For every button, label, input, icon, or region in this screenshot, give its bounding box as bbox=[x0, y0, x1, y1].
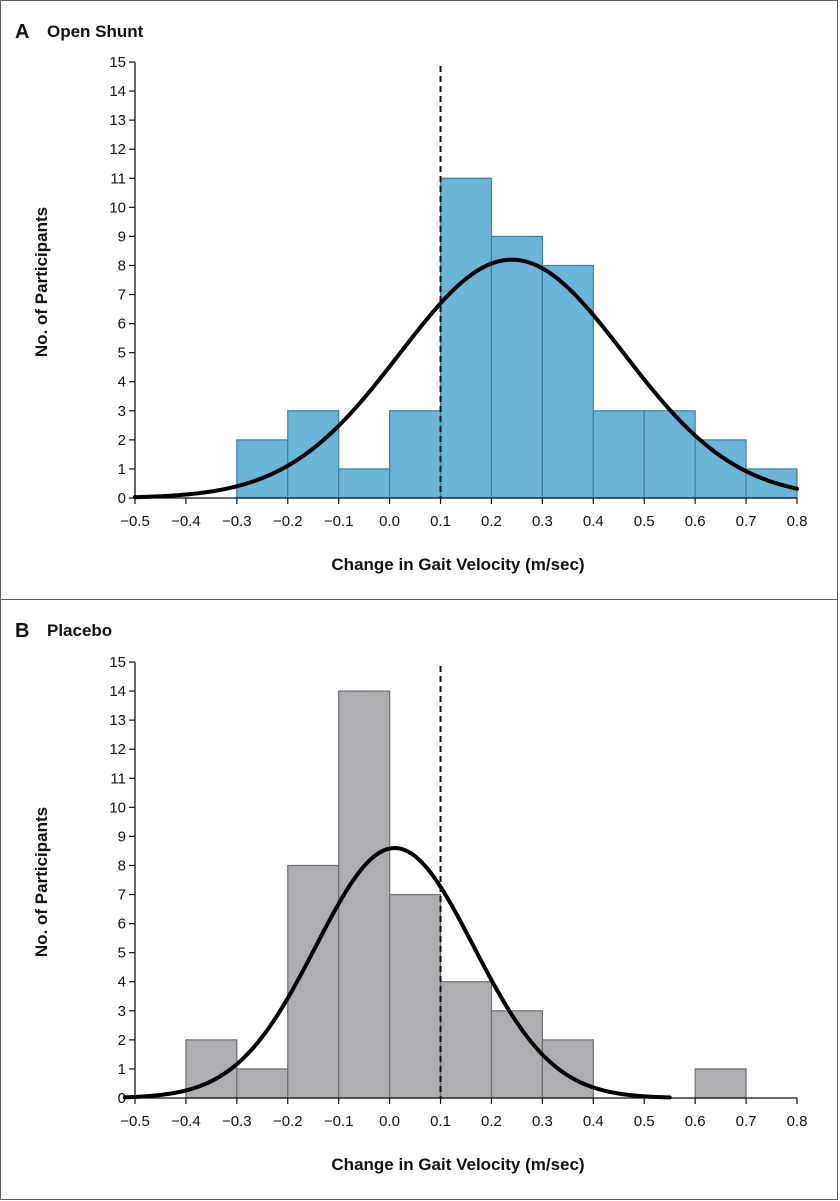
y-tick-label: 4 bbox=[118, 374, 126, 391]
y-tick-label: 9 bbox=[118, 828, 126, 845]
y-tick-label: 5 bbox=[118, 345, 126, 362]
y-tick-label: 2 bbox=[118, 1032, 126, 1049]
y-tick-label: 7 bbox=[118, 287, 126, 304]
normal-curve bbox=[133, 257, 799, 500]
y-tick-label: 12 bbox=[109, 741, 126, 758]
y-tick-label: 3 bbox=[118, 1003, 126, 1020]
y-tick-label: 4 bbox=[118, 974, 126, 991]
panel-letter: B bbox=[15, 620, 29, 642]
x-tick-label: −0.2 bbox=[273, 513, 303, 530]
x-tick-label: −0.5 bbox=[120, 1113, 150, 1130]
chart-title: Placebo bbox=[47, 621, 112, 640]
x-tick-label: 0.8 bbox=[787, 513, 808, 530]
x-tick-label: 0.7 bbox=[736, 1113, 757, 1130]
y-tick-label: 9 bbox=[118, 228, 126, 245]
histogram-bar bbox=[643, 410, 696, 499]
x-tick-label: 0.1 bbox=[430, 1113, 451, 1130]
x-tick-label: 0.7 bbox=[736, 513, 757, 530]
x-tick-label: −0.3 bbox=[222, 1113, 252, 1130]
x-tick-label: 0.8 bbox=[787, 1113, 808, 1130]
y-tick-label: 12 bbox=[109, 141, 126, 158]
x-tick-label: −0.2 bbox=[273, 1113, 303, 1130]
y-tick-label: 5 bbox=[118, 945, 126, 962]
histogram-bar bbox=[439, 981, 493, 1099]
x-tick-label: −0.4 bbox=[171, 513, 201, 530]
y-tick-label: 13 bbox=[109, 112, 126, 129]
x-tick-label: −0.1 bbox=[324, 1113, 354, 1130]
histogram-bar bbox=[490, 235, 543, 499]
y-tick-label: 6 bbox=[118, 916, 126, 933]
x-tick-label: 0.0 bbox=[379, 513, 400, 530]
histogram-bar bbox=[338, 690, 391, 1099]
y-tick-label: 15 bbox=[109, 654, 126, 671]
histogram-bar bbox=[287, 410, 340, 499]
x-tick-label: 0.2 bbox=[481, 513, 502, 530]
x-axis-title: Change in Gait Velocity (m/sec) bbox=[331, 1155, 584, 1174]
panel-b: B Placebo 0 1 2 3 4 5 6 7 8 9 10 11 12 13 14 15 −0.5 −0.4 −0… bbox=[0, 599, 838, 1200]
histogram-bar bbox=[541, 264, 594, 499]
y-tick-label: 2 bbox=[118, 432, 126, 449]
y-tick-label: 13 bbox=[109, 712, 126, 729]
x-tick-label: 0.6 bbox=[685, 1113, 706, 1130]
y-tick-label: 3 bbox=[118, 403, 126, 420]
x-tick-label: 0.1 bbox=[430, 513, 451, 530]
x-tick-label: 0.0 bbox=[379, 1113, 400, 1130]
y-tick-label: 0 bbox=[118, 1090, 126, 1107]
y-tick-label: 0 bbox=[118, 490, 126, 507]
y-tick-label: 11 bbox=[110, 170, 126, 187]
y-axis-title: No. of Participants bbox=[32, 807, 51, 957]
histogram-bar bbox=[236, 1068, 289, 1099]
x-tick-label: 0.6 bbox=[685, 513, 706, 530]
histogram-bar bbox=[694, 1068, 747, 1099]
y-tick-label: 8 bbox=[118, 857, 126, 874]
y-tick-label: 7 bbox=[118, 887, 126, 904]
x-tick-label: 0.3 bbox=[532, 513, 553, 530]
histogram-bar bbox=[592, 410, 645, 499]
y-tick-label: 10 bbox=[109, 799, 126, 816]
histogram-bar bbox=[389, 893, 442, 1099]
y-tick-label: 1 bbox=[118, 461, 126, 478]
y-tick-label: 15 bbox=[109, 54, 126, 71]
x-tick-label: 0.3 bbox=[532, 1113, 553, 1130]
histogram-bar bbox=[389, 410, 442, 499]
x-tick-label: 0.4 bbox=[583, 513, 604, 530]
x-tick-label: −0.1 bbox=[324, 513, 354, 530]
y-tick-label: 14 bbox=[109, 83, 126, 100]
y-tick-label: 10 bbox=[109, 199, 126, 216]
chart-title: Open Shunt bbox=[47, 22, 144, 41]
y-tick-label: 14 bbox=[109, 683, 126, 700]
normal-curve bbox=[122, 846, 672, 1100]
x-tick-label: 0.5 bbox=[634, 513, 655, 530]
histogram-bar bbox=[338, 468, 391, 499]
x-tick-label: 0.4 bbox=[583, 1113, 604, 1130]
histogram-bar bbox=[541, 1039, 594, 1099]
y-tick-label: 8 bbox=[118, 257, 126, 274]
y-tick-label: 1 bbox=[118, 1061, 126, 1078]
x-tick-label: −0.4 bbox=[171, 1113, 201, 1130]
y-tick-label: 11 bbox=[110, 770, 126, 787]
y-axis-title: No. of Participants bbox=[32, 207, 51, 357]
x-tick-label: −0.3 bbox=[222, 513, 252, 530]
y-tick-label: 6 bbox=[118, 316, 126, 333]
x-tick-label: 0.2 bbox=[481, 1113, 502, 1130]
panel-letter: A bbox=[15, 21, 29, 43]
x-tick-label: 0.5 bbox=[634, 1113, 655, 1130]
x-axis-title: Change in Gait Velocity (m/sec) bbox=[331, 555, 584, 574]
histogram-bar bbox=[439, 177, 493, 499]
panel-a: A Open Shunt 0 1 2 3 4 5 6 7 8 9 10 11 12 13 14 15 −0.5 −0.… bbox=[0, 0, 838, 600]
x-tick-label: −0.5 bbox=[120, 513, 150, 530]
